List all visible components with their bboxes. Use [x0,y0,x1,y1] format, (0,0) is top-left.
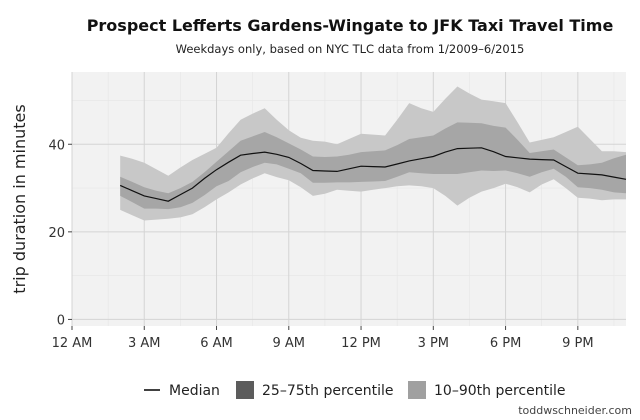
y-tick-label: 40 [48,138,65,153]
x-tick-label: 6 PM [490,336,521,351]
x-tick-label: 3 AM [128,336,161,351]
x-tick-label: 9 AM [273,336,306,351]
x-tick-label: 12 AM [52,336,93,351]
median-line [119,147,627,202]
y-axis-label: trip duration in minutes [10,104,29,293]
chart-subtitle: Weekdays only, based on NYC TLC data fro… [176,42,525,56]
x-tick-label: 3 PM [418,336,449,351]
percentile-bands [120,86,626,221]
y-tick-label: 0 [57,313,65,328]
legend: Median 25–75th percentile 10–90th percenti… [144,381,565,399]
x-tick-label: 12 PM [341,336,381,351]
legend-key-p10-90 [408,381,426,399]
y-tick-label: 20 [48,226,65,241]
legend-label: 25–75th percentile [262,383,393,399]
band-25-75 [120,122,626,210]
legend-label: Median [169,383,220,399]
axes: 12 AM 3 AM 6 AM 9 AM 12 PM 3 PM 6 PM 9 PM 0 20 40 [48,138,593,351]
x-tick-label: 9 PM [562,336,593,351]
x-tick-label: 6 AM [200,336,233,351]
legend-key-iqr [236,381,254,399]
credit-text: toddwschneider.com [518,404,632,417]
chart-title: Prospect Lefferts Gardens-Wingate to JFK… [87,16,614,35]
median-series [119,147,627,202]
legend-label: 10–90th percentile [434,383,565,399]
